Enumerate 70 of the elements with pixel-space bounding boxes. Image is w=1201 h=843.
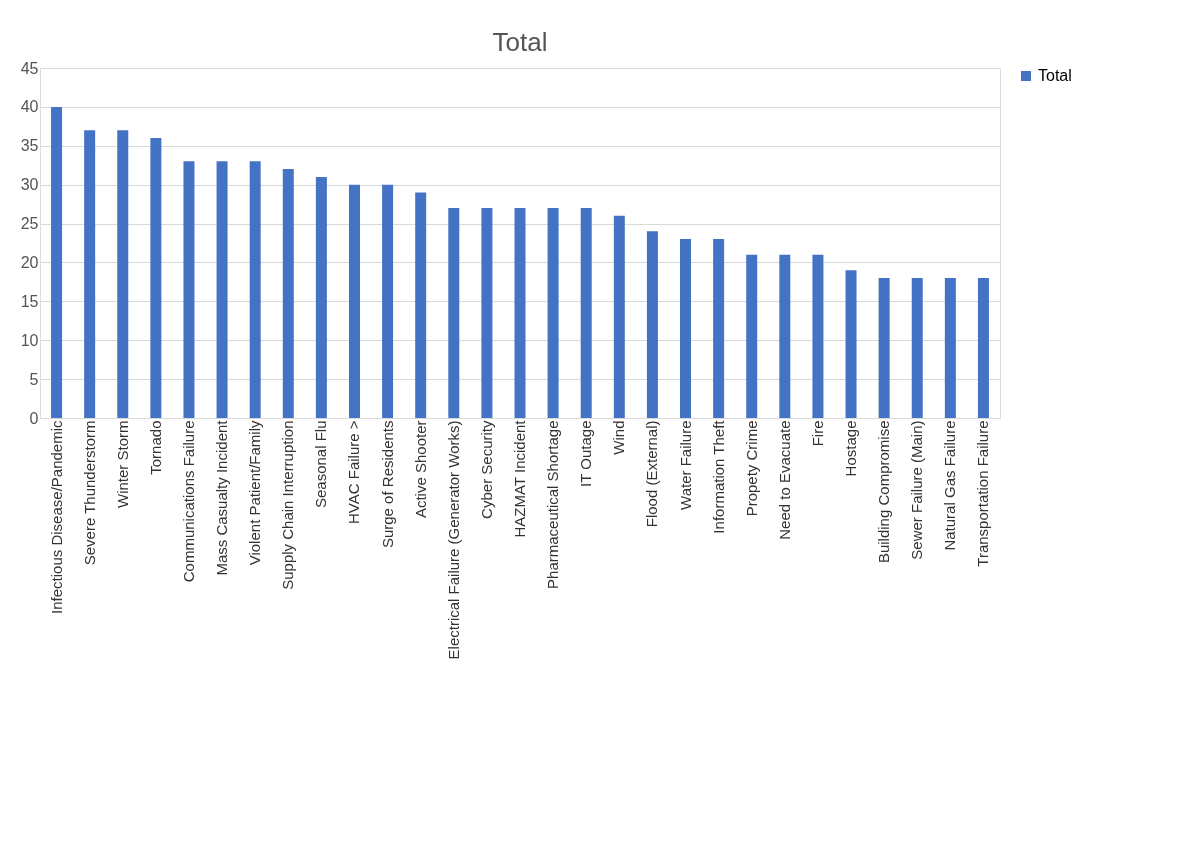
y-tick-label: 30 — [20, 176, 39, 194]
bar — [878, 278, 890, 418]
bar — [680, 239, 692, 418]
x-tick-label: Transportation Failure — [974, 420, 992, 567]
x-tick-label: Seasonal Flu — [312, 420, 330, 509]
y-tick-label: 0 — [29, 409, 39, 427]
bar — [249, 161, 261, 418]
x-tick-label: Winter Storm — [113, 420, 131, 509]
x-tick-label: Pharmaceutical Shortage — [544, 420, 562, 589]
bar — [117, 130, 129, 418]
x-tick-label: Flood (External) — [643, 420, 661, 528]
chart-title: Total — [492, 27, 548, 57]
y-tick-label: 15 — [20, 292, 39, 310]
bar — [613, 215, 625, 418]
x-tick-label: Propety Crime — [742, 420, 760, 517]
bar — [84, 130, 96, 418]
x-tick-label: Violent Patient/Family — [246, 420, 264, 566]
x-tick-label: Wind — [610, 420, 628, 455]
bar — [183, 161, 195, 418]
bar — [580, 208, 592, 418]
x-tick-label: HAZMAT Incident — [511, 419, 528, 538]
bar — [646, 231, 658, 418]
x-tick-label: Building Compromise — [875, 420, 893, 564]
x-tick-label: Mass Casualty Incident — [213, 419, 231, 576]
x-tick-label: Tornado — [146, 420, 164, 475]
y-tick-label: 25 — [20, 215, 39, 233]
x-tick-label: Hostage — [842, 420, 860, 477]
bar — [547, 208, 559, 418]
bar — [713, 239, 725, 418]
y-tick-label: 10 — [20, 331, 39, 349]
bar — [150, 138, 162, 418]
bar — [382, 184, 394, 418]
x-tick-label: Communications Failure — [179, 420, 197, 583]
x-tick-label: Supply Chain Interruption — [279, 420, 297, 590]
bar — [448, 208, 460, 418]
x-tick-label: Natural Gas Failure — [941, 420, 959, 551]
legend-label: Total — [1038, 67, 1072, 84]
x-tick-label: Sewer Failure (Main) — [908, 420, 926, 560]
y-tick-label: 35 — [20, 137, 39, 155]
bar — [944, 278, 956, 418]
bar — [481, 208, 493, 418]
bar — [315, 176, 327, 418]
y-tick-label: 45 — [20, 59, 39, 77]
x-tick-label: Fire — [808, 420, 826, 447]
bar — [348, 184, 360, 418]
bar — [911, 278, 923, 418]
bar — [216, 161, 228, 418]
x-tick-label: HVAC Failure > — [345, 420, 363, 525]
x-tick-label: Active Shooter — [411, 420, 429, 519]
x-tick-label: Electrical Failure (Generator Works) — [444, 420, 462, 660]
x-tick-label: Infectious Disease/Pandemic — [47, 420, 65, 614]
x-tick-label: Cyber Security — [477, 420, 495, 519]
bar — [812, 254, 824, 418]
bar — [746, 254, 758, 418]
bar — [779, 254, 791, 418]
x-tick-label: Severe Thunderstorm — [80, 420, 98, 566]
x-tick-label: Information Theft — [709, 419, 727, 534]
y-tick-label: 20 — [20, 253, 39, 271]
bar — [282, 169, 294, 418]
x-tick-label: Water Failure — [676, 420, 694, 510]
x-tick-label: IT Outage — [577, 420, 595, 487]
bar — [977, 278, 989, 418]
x-tick-label: Surge of Residents — [378, 420, 396, 549]
bar — [845, 270, 857, 418]
bar — [415, 192, 427, 418]
bar — [51, 106, 63, 418]
y-tick-label: 5 — [29, 370, 39, 388]
bar — [514, 208, 526, 418]
x-tick-label: Need to Evacuate — [775, 420, 793, 540]
y-tick-label: 40 — [20, 98, 39, 116]
